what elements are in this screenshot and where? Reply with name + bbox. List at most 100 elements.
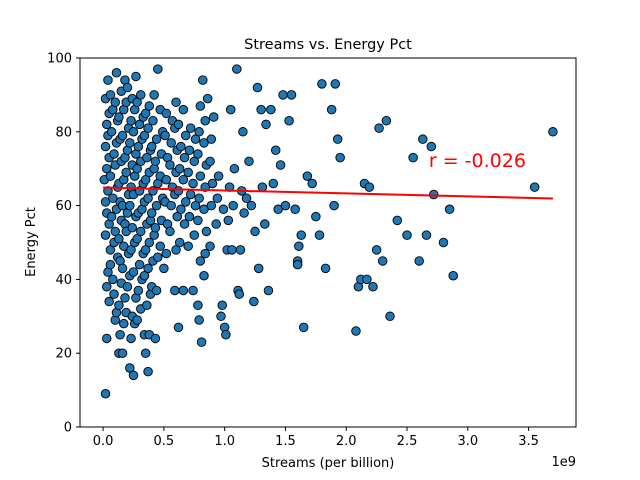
- data-point: [241, 193, 252, 203]
- data-point: [371, 245, 382, 255]
- data-point: [195, 101, 206, 111]
- x-axis: 0.0 0.5 1.0 1.5 2.0 2.5 3.0 3.5: [93, 427, 539, 449]
- data-point: [212, 193, 223, 203]
- y-tick-label: 60: [55, 199, 72, 214]
- data-point: [126, 245, 136, 255]
- data-point: [136, 90, 146, 100]
- data-point: [223, 215, 234, 226]
- data-point: [253, 263, 264, 274]
- data-point: [257, 182, 268, 192]
- data-point: [421, 230, 432, 240]
- data-point: [194, 127, 204, 137]
- data-point: [185, 123, 196, 133]
- data-point: [329, 200, 339, 211]
- data-point: [217, 300, 227, 310]
- data-point: [179, 219, 190, 229]
- data-point: [105, 171, 116, 181]
- data-point: [114, 234, 124, 244]
- data-point: [142, 300, 152, 310]
- plot-frame: [79, 57, 577, 428]
- data-point: [270, 145, 281, 155]
- data-point: [176, 204, 186, 215]
- data-point: [266, 104, 276, 115]
- x-tick-label: 3.0: [457, 434, 478, 449]
- plot-area: [80, 58, 576, 427]
- data-point: [181, 130, 191, 141]
- data-point: [153, 252, 163, 263]
- data-point: [159, 263, 169, 274]
- data-point: [229, 163, 240, 174]
- data-point: [161, 108, 172, 119]
- data-point: [166, 138, 176, 148]
- data-point: [150, 156, 161, 167]
- data-point: [114, 112, 124, 122]
- data-point: [418, 134, 428, 144]
- data-point: [408, 152, 418, 163]
- data-point: [140, 245, 151, 255]
- data-point: [119, 318, 129, 329]
- data-point: [200, 248, 210, 259]
- data-point: [205, 156, 215, 167]
- data-point: [161, 248, 172, 259]
- data-point: [115, 330, 125, 340]
- data-point: [106, 211, 117, 222]
- data-point: [234, 289, 244, 299]
- data-point: [122, 282, 133, 292]
- data-point: [335, 152, 345, 163]
- x-axis-offset-label: 1e9: [551, 455, 576, 470]
- data-point: [176, 141, 186, 152]
- data-point: [174, 163, 185, 174]
- data-point: [105, 90, 116, 100]
- data-point: [263, 285, 274, 296]
- data-point: [132, 234, 142, 244]
- data-point: [151, 134, 162, 144]
- data-point: [189, 230, 200, 240]
- data-point: [132, 163, 142, 174]
- data-point: [302, 171, 313, 181]
- data-point: [184, 145, 195, 155]
- data-point: [320, 263, 331, 274]
- data-point: [256, 104, 266, 115]
- data-point: [188, 178, 198, 189]
- data-point: [314, 230, 325, 240]
- data-point: [100, 230, 111, 240]
- data-point: [268, 178, 279, 189]
- data-point: [131, 71, 141, 82]
- data-point: [368, 282, 378, 292]
- data-point: [218, 204, 229, 215]
- data-point: [155, 241, 165, 251]
- data-point: [142, 152, 152, 163]
- data-point: [100, 389, 111, 399]
- data-point: [108, 193, 118, 203]
- data-point: [374, 123, 384, 133]
- data-point: [250, 226, 260, 237]
- data-point: [100, 141, 111, 152]
- data-point: [126, 333, 136, 344]
- data-point: [171, 245, 181, 255]
- data-point: [174, 237, 185, 248]
- data-point: [332, 134, 343, 144]
- data-point: [205, 241, 215, 251]
- data-point: [260, 219, 270, 229]
- data-point: [173, 119, 184, 130]
- data-point: [200, 115, 210, 126]
- data-point: [239, 208, 249, 218]
- x-axis-label: Streams (per billion): [262, 456, 395, 471]
- x-tick-label: 3.5: [518, 434, 539, 449]
- data-point: [160, 130, 170, 141]
- data-point: [208, 112, 219, 122]
- data-point: [195, 256, 206, 266]
- data-point: [140, 348, 151, 358]
- data-point: [189, 156, 200, 167]
- data-point: [165, 160, 175, 170]
- data-point: [184, 211, 195, 222]
- data-point: [196, 337, 207, 347]
- y-tick-label: 80: [55, 125, 72, 140]
- data-point: [119, 241, 129, 251]
- data-point: [188, 285, 198, 296]
- data-point: [193, 149, 203, 159]
- data-point: [134, 119, 145, 130]
- data-point: [166, 200, 176, 211]
- data-point: [105, 259, 116, 270]
- data-point: [292, 259, 303, 270]
